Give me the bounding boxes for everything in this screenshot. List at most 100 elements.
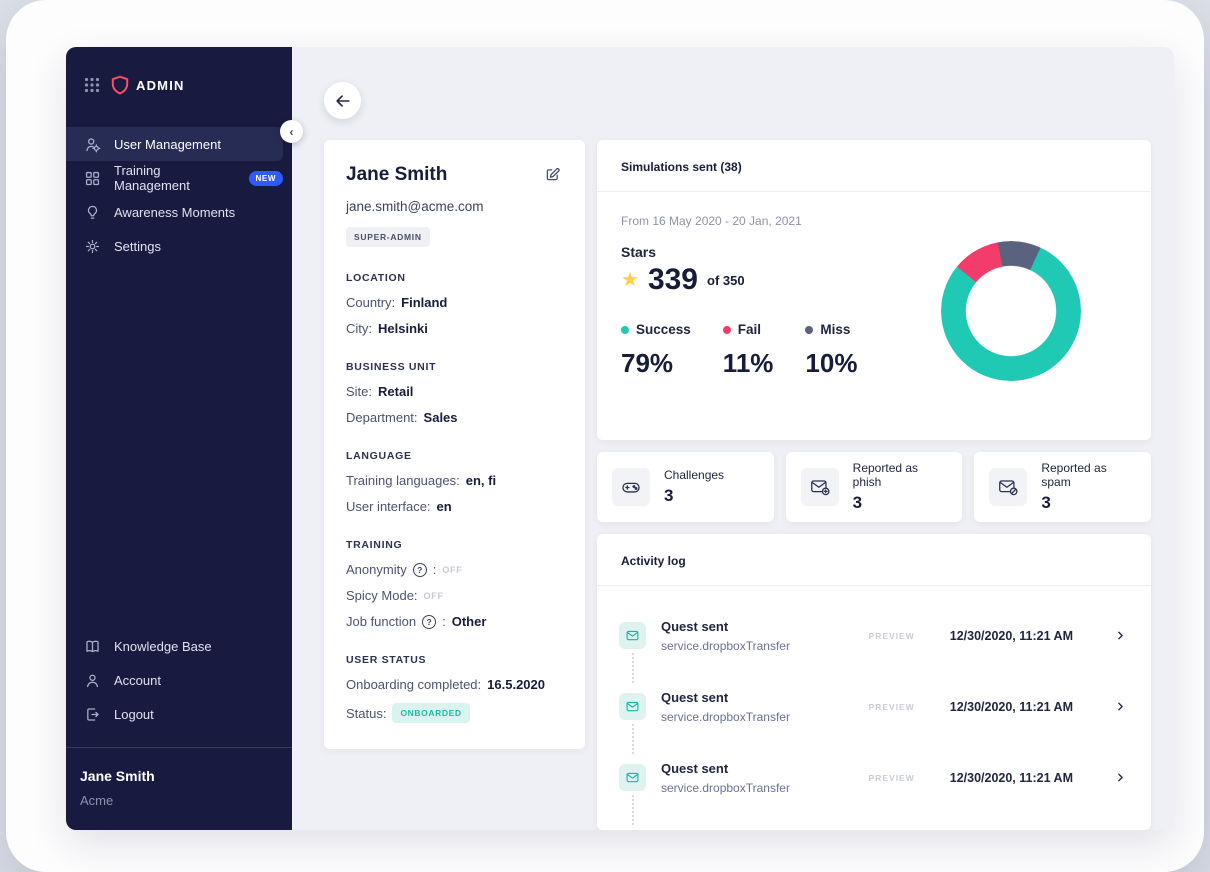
sidebar-item-logout[interactable]: Logout (66, 697, 283, 731)
fail-percent: 11% (722, 348, 774, 378)
sidebar-item-label: Awareness Moments (114, 204, 236, 220)
app-frame: ADMIN User Management Training Managemen… (66, 47, 1174, 830)
back-button[interactable] (324, 82, 361, 119)
main-content: Jane Smith jane.smith@acme.com SUPER-ADM… (292, 47, 1174, 830)
field-row-job-function: Job function : Other (346, 614, 563, 629)
simulations-card-title: Simulations sent (38) (597, 140, 1151, 192)
entry-preview-label: PREVIEW (868, 701, 915, 712)
grid-squares-icon (84, 170, 101, 187)
lightbulb-icon (84, 204, 101, 221)
content-area: Jane Smith jane.smith@acme.com SUPER-ADM… (324, 140, 1152, 830)
stat-card-reported-spam: Reported as spam 3 (974, 452, 1152, 522)
success-percent: 79% (621, 348, 674, 378)
stats-row: Challenges 3 Reported as phish 3 (597, 452, 1152, 522)
sidebar-item-label: Logout (114, 706, 154, 722)
star-icon: ★ (621, 269, 639, 291)
activity-log-entry[interactable]: Quest sent service.dropboxTransfer PREVI… (619, 600, 1127, 683)
mail-icon (619, 764, 646, 791)
stat-label: Reported as phish (852, 461, 919, 489)
entry-subtitle: service.dropboxTransfer (661, 780, 790, 795)
mail-add-icon (800, 468, 839, 506)
activity-log-list: Quest sent service.dropboxTransfer PREVI… (597, 586, 1151, 825)
sidebar-item-label: Training Management (114, 163, 190, 193)
onboarded-status-badge: ONBOARDED (392, 703, 470, 723)
simulations-card: Simulations sent (38) From 16 May 2020 -… (597, 140, 1151, 440)
arrow-left-icon (335, 94, 350, 107)
sidebar-item-label: Settings (114, 238, 161, 254)
section-title-language: LANGUAGE (346, 450, 412, 462)
miss-dot-icon (805, 325, 814, 334)
right-column: Simulations sent (38) From 16 May 2020 -… (597, 140, 1152, 830)
activity-log-card: Activity log Quest sent service.dropboxT… (597, 534, 1151, 830)
help-icon[interactable] (412, 562, 427, 577)
stat-value: 3 (664, 486, 674, 505)
sidebar-user-name: Jane Smith (80, 768, 155, 784)
simulations-date-range: From 16 May 2020 - 20 Jan, 2021 (621, 214, 802, 228)
sidebar-item-training-management[interactable]: Training Management NEW (66, 161, 283, 195)
field-row-status: Status: ONBOARDED (346, 703, 563, 723)
entry-preview-label: PREVIEW (868, 630, 915, 641)
sidebar: ADMIN User Management Training Managemen… (66, 47, 292, 830)
stars-label: Stars (621, 244, 657, 260)
donut-chart (941, 241, 1081, 381)
sidebar-item-label: Knowledge Base (114, 638, 212, 654)
chevron-right-icon[interactable] (1114, 771, 1127, 784)
shield-logo-icon (111, 75, 129, 95)
sidebar-item-settings[interactable]: Settings (66, 229, 283, 263)
sidebar-divider (66, 747, 292, 748)
stat-label: Reported as spam (1041, 461, 1107, 489)
success-dot-icon (621, 325, 629, 334)
edit-pencil-icon (546, 168, 560, 181)
sidebar-item-label: User Management (114, 136, 221, 152)
app-logo[interactable]: ADMIN (111, 75, 185, 95)
help-icon[interactable] (422, 614, 437, 629)
field-row-country: Country: Finland (346, 295, 448, 310)
sidebar-menu: User Management Training Management NEW … (66, 127, 292, 263)
entry-subtitle: service.dropboxTransfer (661, 709, 790, 724)
field-row-training-languages: Training languages: en, fi (346, 473, 497, 488)
legend-item-miss: Miss 10% (805, 322, 858, 378)
activity-log-entry[interactable]: Quest sent service.dropboxTransfer PREVI… (619, 742, 1127, 825)
game-controller-icon (612, 468, 650, 506)
legend-item-success: Success 79% (621, 322, 691, 378)
fail-dot-icon (722, 325, 731, 334)
field-row-city: City: Helsinki (346, 321, 428, 336)
sidebar-item-awareness-moments[interactable]: Awareness Moments (66, 195, 283, 229)
chevron-right-icon[interactable] (1114, 629, 1127, 642)
miss-percent: 10% (805, 348, 858, 378)
donut-chart-wrap (941, 241, 1081, 381)
entry-timestamp: 12/30/2020, 11:21 AM (949, 699, 1073, 714)
app-window: ADMIN User Management Training Managemen… (6, 0, 1204, 872)
legend-item-fail: Fail 11% (722, 322, 774, 378)
field-row-user-interface: User interface: en (346, 499, 452, 514)
stat-label: Challenges (664, 468, 725, 482)
edit-profile-button[interactable] (542, 164, 563, 188)
profile-card: Jane Smith jane.smith@acme.com SUPER-ADM… (324, 140, 585, 749)
chevron-right-icon[interactable] (1114, 700, 1127, 713)
logout-icon (84, 706, 101, 723)
field-row-onboarding-completed: Onboarding completed: 16.5.2020 (346, 677, 545, 692)
apps-grid-icon[interactable] (84, 77, 100, 93)
entry-title: Quest sent (661, 689, 729, 705)
logo-text: ADMIN (136, 77, 185, 93)
profile-name: Jane Smith (346, 164, 448, 185)
stat-value: 3 (1041, 493, 1051, 512)
stat-card-reported-phish: Reported as phish 3 (785, 452, 963, 522)
section-title-business-unit: BUSINESS UNIT (346, 361, 437, 373)
field-row-site: Site: Retail (346, 384, 414, 399)
sidebar-item-user-management[interactable]: User Management (66, 127, 283, 161)
profile-email: jane.smith@acme.com (346, 199, 484, 214)
sidebar-item-account[interactable]: Account (66, 663, 283, 697)
chart-legend: Success 79% Fail 11% Miss (621, 322, 857, 379)
section-title-training: TRAINING (346, 539, 403, 551)
stars-total: of 350 (707, 272, 745, 288)
sidebar-item-label: Account (114, 672, 161, 688)
sidebar-item-knowledge-base[interactable]: Knowledge Base (66, 629, 283, 663)
sidebar-collapse-button[interactable]: ‹ (280, 120, 303, 143)
activity-log-entry[interactable]: Quest sent service.dropboxTransfer PREVI… (619, 671, 1127, 754)
mail-icon (619, 622, 646, 649)
entry-timestamp: 12/30/2020, 11:21 AM (949, 770, 1073, 785)
sidebar-footer: Knowledge Base Account Logout Jane Smith (66, 629, 292, 808)
gear-icon (84, 238, 101, 255)
user-gear-icon (84, 136, 101, 153)
